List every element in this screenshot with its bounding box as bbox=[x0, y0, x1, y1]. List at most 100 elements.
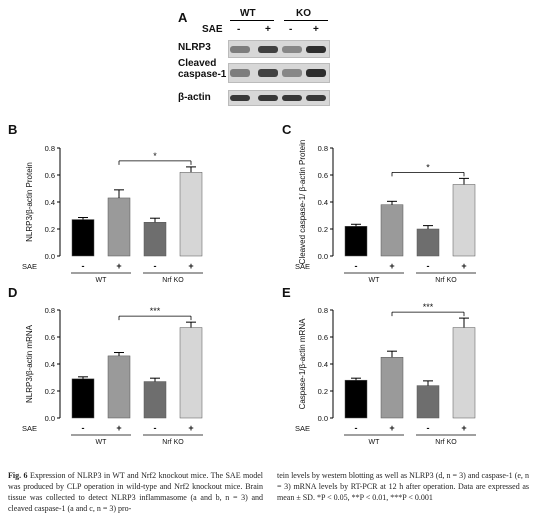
sae-label: SAE bbox=[22, 424, 37, 433]
bar bbox=[344, 379, 368, 419]
y-tick-label: 0.4 bbox=[45, 198, 55, 207]
wb-band bbox=[306, 95, 326, 101]
sae-sign: - bbox=[355, 423, 358, 433]
bar bbox=[416, 385, 440, 419]
sae-sign: + bbox=[389, 423, 394, 433]
y-tick-label: 0.0 bbox=[318, 414, 328, 423]
y-tick-label: 0.6 bbox=[45, 171, 55, 180]
wb-sae-label: SAE bbox=[202, 24, 223, 35]
bar bbox=[71, 378, 95, 419]
y-tick-label: 0.8 bbox=[45, 144, 55, 153]
wb-membrane bbox=[228, 63, 330, 83]
wb-group-underline bbox=[230, 20, 274, 21]
caption-text-left: Expression of NLRP3 in WT and Nrf2 knock… bbox=[8, 471, 263, 513]
sae-sign: - bbox=[82, 261, 85, 271]
group-label: WT bbox=[96, 277, 108, 284]
bar bbox=[179, 327, 203, 419]
bar bbox=[380, 204, 404, 257]
y-tick-label: 0.8 bbox=[318, 144, 328, 153]
chart-caspase1-protein: Cleaved caspase-1/ β-actin Protein 0.0 0.2… bbox=[295, 140, 476, 284]
figure-caption-left: Fig. 6 Expression of NLRP3 in WT and Nrf… bbox=[8, 470, 263, 514]
significance-label: *** bbox=[423, 302, 434, 312]
wb-band bbox=[258, 45, 278, 53]
wb-band bbox=[230, 45, 250, 53]
group-label: Nrf KO bbox=[435, 277, 457, 284]
group-label: Nrf KO bbox=[162, 277, 184, 284]
y-tick-label: 0.4 bbox=[45, 360, 55, 369]
sae-label: SAE bbox=[22, 262, 37, 271]
bar bbox=[143, 381, 167, 419]
wb-band bbox=[230, 69, 250, 77]
bar bbox=[179, 172, 203, 257]
wb-band bbox=[258, 95, 278, 101]
y-axis-label: NLRP3/β-actin mRNA bbox=[25, 324, 34, 403]
figure-label: Fig. 6 bbox=[8, 471, 28, 480]
chart-nlrp3-mrna: NLRP3/β-actin mRNA 0.0 0.2 0.4 0.6 0.8 *** SAE -… bbox=[22, 306, 203, 446]
y-tick-label: 0.0 bbox=[318, 252, 328, 261]
bar bbox=[452, 184, 476, 257]
wb-membrane bbox=[228, 90, 330, 106]
panel-label-e: E bbox=[282, 285, 291, 300]
wb-sae-sign: - bbox=[289, 24, 293, 35]
wb-band bbox=[230, 95, 250, 101]
bar bbox=[452, 327, 476, 419]
wb-sae-sign: + bbox=[313, 24, 319, 35]
bar bbox=[107, 355, 131, 419]
sae-sign: - bbox=[154, 423, 157, 433]
chart-nlrp3-protein: NLRP3/β-actin Protein 0.0 0.2 0.4 0.6 0.8 * SAE… bbox=[22, 144, 203, 284]
sae-sign: + bbox=[188, 261, 193, 271]
bar bbox=[380, 357, 404, 419]
sae-sign: + bbox=[116, 423, 121, 433]
sae-sign: + bbox=[389, 261, 394, 271]
bar bbox=[71, 219, 95, 257]
wb-row-label: caspase-1 bbox=[178, 69, 227, 80]
panel-label-c: C bbox=[282, 122, 292, 137]
wb-membrane bbox=[228, 40, 330, 58]
group-label: WT bbox=[96, 439, 108, 446]
sae-label: SAE bbox=[295, 262, 310, 271]
bar bbox=[143, 222, 167, 257]
sae-sign: - bbox=[355, 261, 358, 271]
panel-label-a: A bbox=[178, 10, 188, 25]
group-label: Nrf KO bbox=[162, 439, 184, 446]
group-label: WT bbox=[369, 277, 381, 284]
y-tick-label: 0.6 bbox=[45, 333, 55, 342]
wb-sae-sign: - bbox=[237, 24, 241, 35]
chart-caspase1-mrna: Caspase-1/β-actin mRNA 0.0 0.2 0.4 0.6 0.8 ***… bbox=[295, 302, 476, 446]
sae-sign: + bbox=[116, 261, 121, 271]
y-tick-label: 0.2 bbox=[318, 225, 328, 234]
y-tick-label: 0.4 bbox=[318, 360, 328, 369]
sae-sign: - bbox=[154, 261, 157, 271]
y-tick-label: 0.8 bbox=[318, 306, 328, 315]
wb-group-label: KO bbox=[296, 8, 311, 19]
sae-sign: + bbox=[461, 423, 466, 433]
wb-sae-sign: + bbox=[265, 24, 271, 35]
significance-label: *** bbox=[150, 306, 161, 316]
wb-band bbox=[306, 45, 326, 53]
wb-band bbox=[282, 95, 302, 101]
wb-band bbox=[282, 69, 302, 77]
y-axis-label: NLRP3/β-actin Protein bbox=[25, 162, 34, 242]
sae-sign: - bbox=[427, 423, 430, 433]
bar bbox=[416, 228, 440, 257]
y-axis-label: Caspase-1/β-actin mRNA bbox=[298, 318, 307, 410]
y-axis-label: Cleaved caspase-1/ β-actin Protein bbox=[298, 140, 307, 265]
sae-sign: + bbox=[188, 423, 193, 433]
caption-text-right: tein levels by western blotting as well … bbox=[277, 471, 529, 502]
y-tick-label: 0.6 bbox=[318, 333, 328, 342]
wb-band bbox=[306, 69, 326, 77]
y-tick-label: 0.2 bbox=[45, 387, 55, 396]
significance-label: * bbox=[153, 151, 157, 161]
y-tick-label: 0.4 bbox=[318, 198, 328, 207]
wb-band bbox=[258, 69, 278, 77]
significance-label: * bbox=[426, 162, 430, 172]
y-tick-label: 0.6 bbox=[318, 171, 328, 180]
panel-label-b: B bbox=[8, 122, 18, 137]
wb-group-underline bbox=[284, 20, 328, 21]
y-tick-label: 0.2 bbox=[45, 225, 55, 234]
y-tick-label: 0.2 bbox=[318, 387, 328, 396]
group-label: WT bbox=[369, 439, 381, 446]
group-label: Nrf KO bbox=[435, 439, 457, 446]
wb-row-label: Cleaved bbox=[178, 58, 217, 69]
wb-group-label: WT bbox=[240, 8, 256, 19]
